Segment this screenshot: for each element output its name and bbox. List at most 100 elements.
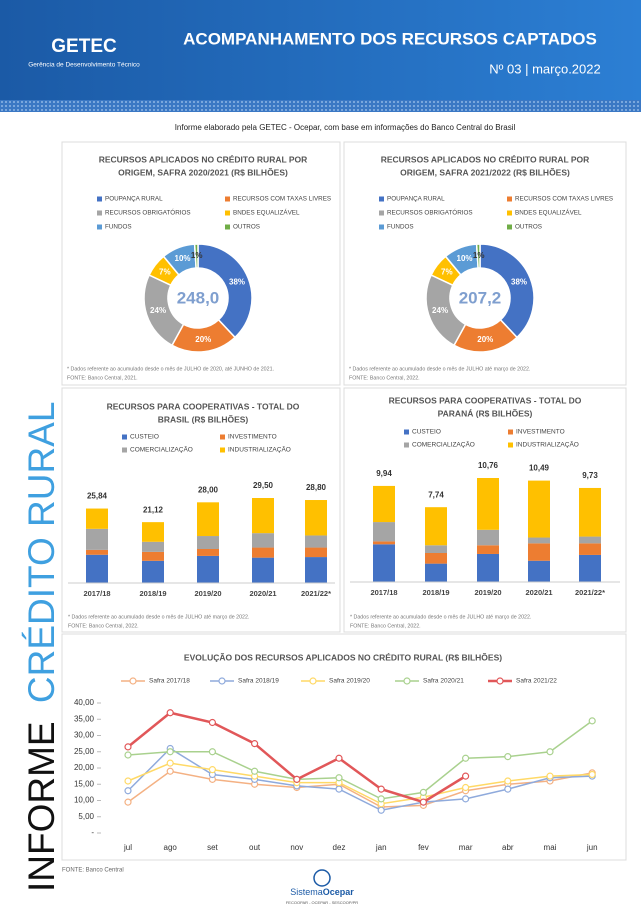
- point: [124, 751, 132, 759]
- x-tick-label: jun: [586, 843, 598, 852]
- point: [124, 798, 132, 806]
- legend-swatch: [97, 210, 102, 216]
- note: FONTE: Banco Central, 2022.: [349, 375, 420, 381]
- legend-marker: [218, 677, 226, 685]
- legend-swatch: [379, 210, 384, 216]
- bar-segment: [142, 551, 164, 561]
- bar-segment: [425, 563, 447, 582]
- legend-label: BNDES EQUALIZÁVEL: [515, 208, 582, 217]
- point: [124, 777, 132, 785]
- x-tick-label: abr: [502, 843, 514, 852]
- x-tick-label: 2017/18: [370, 588, 397, 597]
- point: [377, 795, 385, 803]
- legend-label: Safra 2021/22: [516, 678, 557, 685]
- x-tick-label: fev: [418, 843, 429, 852]
- bar-segment: [197, 536, 219, 549]
- legend-swatch: [220, 447, 225, 453]
- bar-segment: [305, 547, 327, 558]
- bar-segment: [425, 545, 447, 554]
- bar-segment: [305, 500, 327, 536]
- legend-swatch: [122, 447, 127, 453]
- x-tick-label: jul: [123, 843, 132, 852]
- bar-segment: [305, 557, 327, 583]
- series-line: [127, 747, 593, 812]
- series-line: [127, 720, 593, 800]
- bar-segment: [373, 522, 395, 542]
- pie-slice: [475, 243, 481, 269]
- bar-segment: [528, 543, 550, 561]
- bar-segment: [579, 554, 601, 582]
- bar-segment: [579, 536, 601, 544]
- legend-label: Safra 2017/18: [149, 678, 190, 685]
- bar-segment: [86, 528, 108, 550]
- point: [166, 767, 174, 775]
- point: [251, 740, 259, 748]
- legend-swatch: [404, 442, 409, 448]
- legend-label: Safra 2019/20: [329, 678, 370, 685]
- x-tick-label: ago: [164, 843, 178, 852]
- slice-label: 7%: [441, 267, 453, 276]
- point: [377, 806, 385, 814]
- bar-segment: [197, 555, 219, 583]
- legend-label: RECURSOS COM TAXAS LIVRES: [515, 196, 613, 203]
- logo: GETEC: [51, 36, 117, 57]
- bar-segment: [142, 541, 164, 552]
- legend-label: POUPANÇA RURAL: [105, 196, 163, 203]
- point: [208, 748, 216, 756]
- y-tick-label: 15,00: [74, 779, 95, 788]
- bar-total: 10,76: [478, 461, 499, 470]
- slice-label: 38%: [229, 278, 245, 287]
- note: * Dados referente ao acumulado desde o m…: [67, 366, 274, 372]
- panel: [61, 387, 341, 633]
- sidebar-part1: INFORME: [21, 721, 62, 892]
- legend-swatch: [97, 196, 102, 202]
- bar-segment: [579, 543, 601, 555]
- x-tick-label: jan: [375, 843, 387, 852]
- slice-label: 1%: [191, 251, 203, 260]
- chart-title: RECURSOS PARA COOPERATIVAS - TOTAL DO: [389, 395, 582, 405]
- bar-segment: [142, 560, 164, 583]
- point: [335, 774, 343, 782]
- bar-segment: [373, 544, 395, 582]
- panel: [61, 141, 341, 386]
- series-line: [127, 762, 593, 805]
- point: [124, 743, 132, 751]
- legend-swatch: [507, 210, 512, 216]
- note: FONTE: Banco Central, 2022.: [350, 623, 421, 629]
- point: [335, 785, 343, 793]
- legend-label: Safra 2020/21: [423, 678, 464, 685]
- point: [504, 785, 512, 793]
- legend-marker: [496, 677, 504, 685]
- bar-segment: [252, 557, 274, 583]
- bar-segment: [579, 487, 601, 537]
- bar-segment: [477, 478, 499, 530]
- legend-swatch: [220, 434, 225, 440]
- legend-label: POUPANÇA RURAL: [387, 196, 445, 203]
- chart-title: ORIGEM, SAFRA 2020/2021 (R$ BILHÕES): [118, 167, 288, 177]
- bar-segment: [477, 553, 499, 582]
- brand-part1: Sistema: [290, 887, 323, 897]
- legend-marker: [129, 677, 137, 685]
- point: [208, 766, 216, 774]
- bar-segment: [252, 498, 274, 534]
- x-tick-label: mai: [544, 843, 557, 852]
- legend-swatch: [122, 434, 127, 440]
- chart-title: RECURSOS APLICADOS NO CRÉDITO RURAL POR: [99, 154, 308, 164]
- note: FONTE: Banco Central, 2022.: [68, 623, 139, 629]
- bar-segment: [86, 508, 108, 529]
- bar-segment: [252, 547, 274, 558]
- y-tick-label: 40,00: [74, 698, 95, 707]
- bar-segment: [528, 560, 550, 582]
- legend-swatch: [225, 196, 230, 202]
- y-tick-label: 5,00: [78, 812, 94, 821]
- legend-swatch: [379, 224, 384, 230]
- point: [419, 798, 427, 806]
- legend-label: BNDES EQUALIZÁVEL: [233, 208, 300, 217]
- legend-swatch: [508, 442, 513, 448]
- chart-title: RECURSOS PARA COOPERATIVAS - TOTAL DO: [107, 401, 300, 411]
- bar-segment: [197, 549, 219, 556]
- legend-marker: [403, 677, 411, 685]
- panel: [61, 633, 627, 861]
- bar-total: 25,84: [87, 492, 108, 501]
